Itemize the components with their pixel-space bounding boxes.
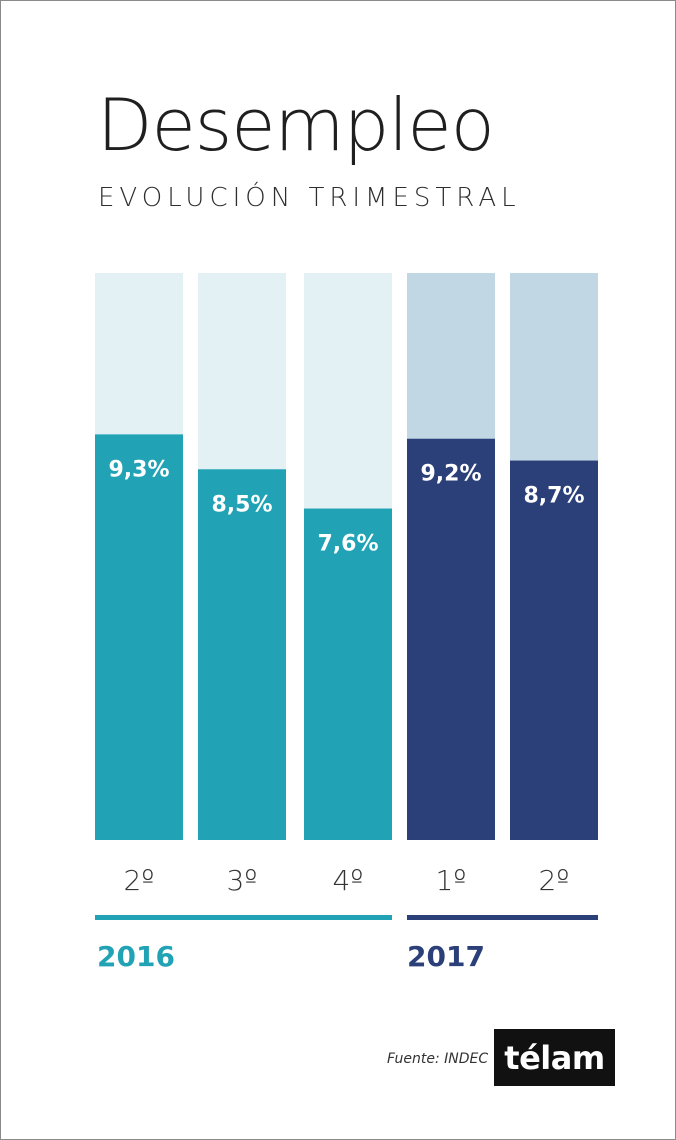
quarter-label-1: 3º	[226, 864, 257, 897]
bar-3	[407, 438, 495, 840]
source-note: Fuente: INDEC	[387, 1051, 489, 1067]
chart-title: Desempleo	[97, 83, 495, 167]
bar-value-label-1: 8,5%	[211, 492, 272, 517]
bar-value-label-4: 8,7%	[523, 484, 584, 509]
bar-4	[510, 460, 598, 840]
year-2017-underline	[407, 915, 598, 920]
telam-logo: télam	[494, 1029, 615, 1086]
bar-value-label-2: 7,6%	[317, 532, 378, 557]
year-label-2017: 2017	[407, 940, 485, 973]
bar-chart: 9,3% 2º 8,5% 3º 7,6% 4º 9,2% 1º 8,7% 2º	[95, 273, 598, 897]
quarter-label-4: 2º	[538, 864, 569, 897]
quarter-label-0: 2º	[123, 864, 154, 897]
chart-subtitle: EVOLUCIÓN TRIMESTRAL	[98, 183, 521, 213]
bar-1	[198, 469, 286, 840]
quarter-label-3: 1º	[435, 864, 466, 897]
year-label-2016: 2016	[97, 940, 175, 973]
bar-2	[304, 508, 392, 840]
bar-value-label-0: 9,3%	[108, 457, 169, 482]
bar-value-label-3: 9,2%	[420, 462, 481, 487]
year-2016-underline	[95, 915, 392, 920]
bar-0	[95, 434, 183, 840]
quarter-label-2: 4º	[332, 864, 363, 897]
